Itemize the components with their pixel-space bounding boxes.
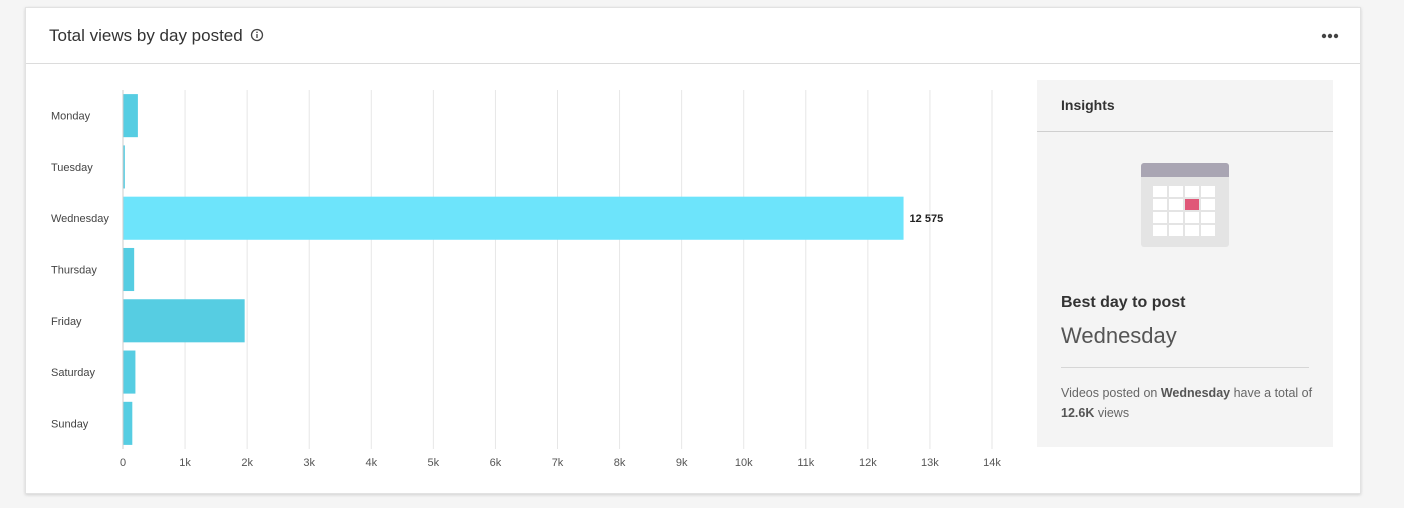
- calendar-cell: [1153, 212, 1167, 223]
- desc-suffix: views: [1094, 406, 1130, 420]
- calendar-cell: [1201, 225, 1215, 236]
- y-category-label: Friday: [51, 316, 82, 328]
- x-tick-label: 3k: [303, 457, 315, 469]
- desc-day: Wednesday: [1160, 386, 1231, 400]
- x-tick-label: 9k: [676, 457, 688, 469]
- x-tick-label: 11k: [797, 457, 814, 469]
- calendar-highlight-cell: [1185, 199, 1199, 210]
- desc-prefix: Videos posted on: [1061, 386, 1161, 400]
- bar: [123, 247, 135, 292]
- calendar-cell: [1153, 186, 1167, 197]
- more-options-button[interactable]: [1318, 26, 1342, 46]
- bar-data-label: 12 575: [910, 213, 944, 225]
- insights-description: Videos posted on Wednesday have a total …: [1061, 383, 1313, 423]
- x-tick-label: 10k: [735, 457, 753, 469]
- best-day-label: Best day to post: [1061, 294, 1186, 311]
- x-tick-label: 1k: [179, 457, 191, 469]
- x-tick-label: 14k: [983, 457, 1001, 469]
- bar: [123, 145, 125, 189]
- x-tick-label: 0: [120, 457, 126, 469]
- bar: [123, 196, 904, 240]
- x-tick-label: 13k: [921, 457, 939, 469]
- info-icon[interactable]: [250, 28, 264, 42]
- x-tick-label: 6k: [490, 457, 502, 469]
- insights-panel: Insights Best day to post Wednesday Vide…: [1037, 80, 1333, 447]
- bar: [123, 401, 133, 445]
- calendar-cell: [1169, 212, 1183, 223]
- x-tick-label: 8k: [614, 457, 626, 469]
- bar: [123, 350, 136, 394]
- bar: [123, 94, 138, 138]
- best-day-value: Wednesday: [1061, 323, 1177, 348]
- desc-total: 12.6K: [1061, 406, 1095, 420]
- y-category-label: Wednesday: [51, 213, 109, 225]
- insights-header: Insights: [1037, 80, 1333, 132]
- calendar-cell: [1201, 199, 1215, 210]
- desc-middle: have a total of: [1230, 386, 1313, 400]
- y-category-label: Sunday: [51, 418, 89, 430]
- calendar-cell: [1185, 186, 1199, 197]
- calendar-cell: [1169, 186, 1183, 197]
- calendar-cell: [1201, 212, 1215, 223]
- insights-title: Insights: [1061, 97, 1115, 113]
- x-tick-label: 7k: [552, 457, 564, 469]
- insights-divider: [1061, 367, 1309, 368]
- calendar-cell: [1185, 212, 1199, 223]
- calendar-cell: [1169, 199, 1183, 210]
- y-category-label: Saturday: [51, 367, 96, 379]
- x-tick-label: 12k: [859, 457, 877, 469]
- x-tick-label: 5k: [428, 457, 440, 469]
- views-by-day-card: Total views by day posted 0 1k 2k 3k 4k 5k 6k 7…: [25, 7, 1361, 494]
- calendar-cell: [1169, 225, 1183, 236]
- y-category-label: Monday: [51, 111, 91, 123]
- card-header: Total views by day posted: [26, 8, 1360, 64]
- calendar-cell: [1185, 225, 1199, 236]
- y-category-label: Thursday: [51, 265, 97, 277]
- bar-chart: 0 1k 2k 3k 4k 5k 6k 7k 8k 9k 10k 11k 12k 13k 14k Monday…: [51, 90, 1001, 469]
- calendar-cell: [1201, 186, 1215, 197]
- calendar-icon: [1141, 163, 1229, 247]
- card-title: Total views by day posted: [49, 26, 243, 45]
- bar: [123, 299, 245, 343]
- calendar-cell: [1153, 199, 1167, 210]
- y-category-label: Tuesday: [51, 162, 93, 174]
- x-tick-label: 4k: [365, 457, 377, 469]
- x-tick-label: 2k: [241, 457, 253, 469]
- calendar-cell: [1153, 225, 1167, 236]
